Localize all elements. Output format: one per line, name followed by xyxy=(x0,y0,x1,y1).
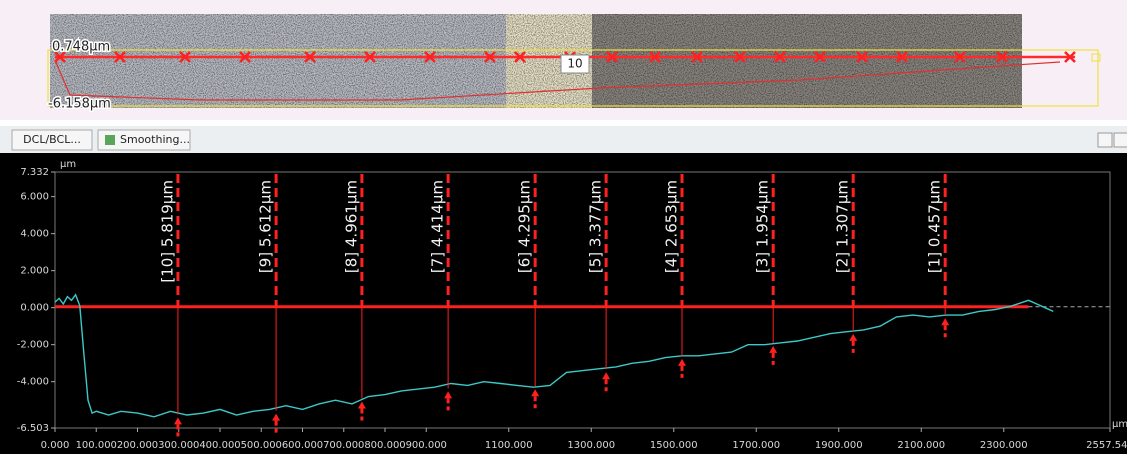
marker-label: [9] 5.612µm xyxy=(257,180,275,273)
y-unit: µm xyxy=(60,159,76,170)
marker-label: [2] 1.307µm xyxy=(834,180,852,273)
y-tick-label: -6.503 xyxy=(17,423,49,434)
x-tick-label: 900.000 xyxy=(406,440,447,451)
x-tick-label: 800.000 xyxy=(364,440,405,451)
x-tick-label: 700.000 xyxy=(323,440,364,451)
marker-label: [5] 3.377µm xyxy=(587,180,605,273)
x-tick-label: 1300.000 xyxy=(567,440,615,451)
x-tick-label: 400.000 xyxy=(199,440,240,451)
screen: 0.748µm -6.158µm 10 DCL/BCL... Smoothing… xyxy=(0,0,1127,454)
y-tick-label: 2.000 xyxy=(20,266,49,277)
y-tick-label: 6.000 xyxy=(20,192,49,203)
y-tick-label: -4.000 xyxy=(17,377,49,388)
y-tick-label: 0.000 xyxy=(20,303,49,314)
x-tick-label: 2557.547 xyxy=(1086,440,1127,451)
button-label: Smoothing... xyxy=(120,133,190,146)
y-tick-label: 4.000 xyxy=(20,229,49,240)
dcl-button[interactable]: DCL/BCL... xyxy=(12,130,92,150)
smoothing-button[interactable]: Smoothing... xyxy=(98,130,190,150)
image-strip: 0.748µm -6.158µm 10 xyxy=(0,0,1127,120)
y-tick-label: 7.332 xyxy=(20,167,49,178)
x-unit: µm xyxy=(1112,419,1127,430)
marker-label: [3] 1.954µm xyxy=(754,180,772,273)
marker-label: [4] 2.653µm xyxy=(663,180,681,273)
x-tick-label: 0.000 xyxy=(41,440,70,451)
x-tick-label: 200.000 xyxy=(117,440,158,451)
marker-label: [6] 4.295µm xyxy=(516,180,534,273)
x-tick-label: 1500.000 xyxy=(650,440,698,451)
marker-label: [1] 0.457µm xyxy=(926,180,944,273)
button-label: DCL/BCL... xyxy=(23,133,81,146)
top-label: 0.748µm xyxy=(52,40,110,55)
x-tick-label: 600.000 xyxy=(282,440,323,451)
x-tick-label: 500.000 xyxy=(241,440,282,451)
x-tick-label: 300.000 xyxy=(158,440,199,451)
x-tick-label: 2100.000 xyxy=(897,440,945,451)
marker-label: [10] 5.819µm xyxy=(158,180,176,283)
x-tick-label: 100.000 xyxy=(76,440,117,451)
x-tick-label: 1900.000 xyxy=(815,440,863,451)
x-tick-label: 1700.000 xyxy=(732,440,780,451)
x-tick-label: 2300.000 xyxy=(980,440,1028,451)
specimen-texture xyxy=(50,14,1022,108)
marker-label: [7] 4.414µm xyxy=(429,180,447,273)
x-tick-label: 1100.000 xyxy=(485,440,533,451)
y-tick-label: -2.000 xyxy=(17,340,49,351)
marker-label: [8] 4.961µm xyxy=(342,180,360,273)
minimize-button[interactable] xyxy=(1098,133,1112,147)
bottom-label: -6.158µm xyxy=(48,97,111,112)
restore-button[interactable] xyxy=(1114,133,1127,147)
section-label: 10 xyxy=(567,57,582,71)
button-icon xyxy=(105,135,115,145)
